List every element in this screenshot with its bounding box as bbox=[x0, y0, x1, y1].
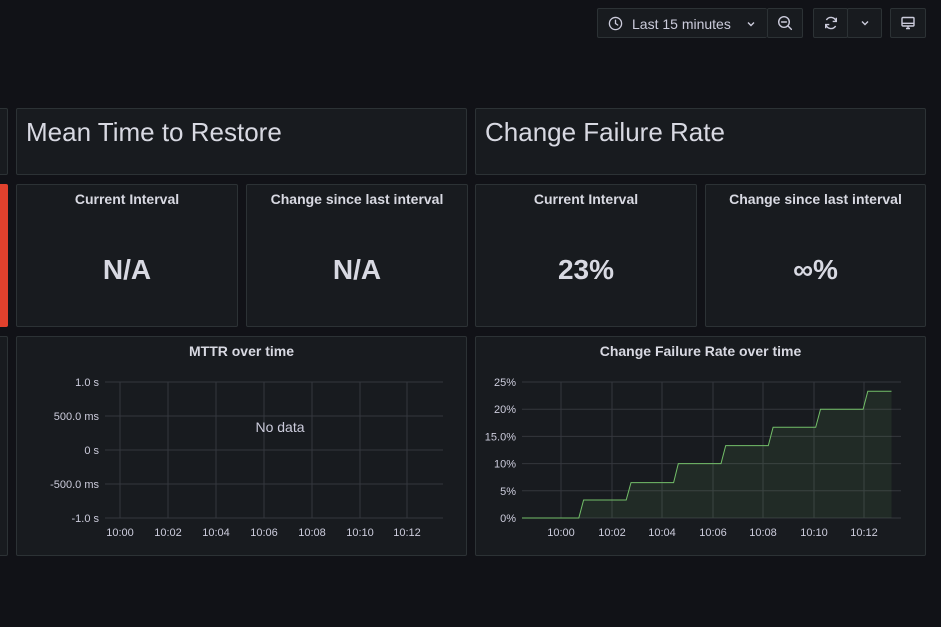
no-data-label: No data bbox=[255, 419, 304, 435]
series-area bbox=[522, 391, 892, 518]
mttr-current-stat-panel: Current Interval N/A bbox=[16, 184, 238, 327]
cfr-graph-panel: Change Failure Rate over time 25% 20% 15.0… bbox=[475, 336, 926, 556]
stat-value: 23% bbox=[557, 254, 615, 285]
zoom-out-button[interactable] bbox=[767, 8, 803, 38]
cfr-chart: 25% 20% 15.0% 10% 5% 0% 10:00 10:02 10:04 10:06 10… bbox=[485, 377, 901, 539]
x-tick-label: 10:06 bbox=[699, 527, 727, 539]
y-tick-label: 10% bbox=[494, 459, 516, 471]
stat-value: N/A bbox=[332, 254, 382, 285]
y-tick-label: 20% bbox=[494, 404, 516, 416]
refresh-interval-picker[interactable] bbox=[847, 8, 882, 38]
chevron-down-icon bbox=[745, 18, 757, 30]
x-tick-label: 10:02 bbox=[598, 527, 626, 539]
x-tick-label: 10:08 bbox=[749, 527, 777, 539]
stat-value: ∞% bbox=[793, 254, 838, 285]
mttr-row-panel: Mean Time to Restore bbox=[16, 108, 467, 175]
cfr-row-panel: Change Failure Rate bbox=[475, 108, 926, 175]
y-tick-label: 15.0% bbox=[485, 431, 516, 443]
graph-title: MTTR over time bbox=[188, 343, 294, 359]
x-tick-label: 10:00 bbox=[106, 527, 134, 539]
y-tick-label: 0% bbox=[500, 513, 516, 525]
stat-title: Current Interval bbox=[533, 191, 639, 207]
cfr-current-stat-panel: Current Interval 23% bbox=[475, 184, 697, 327]
left-graph-panel-partial bbox=[0, 336, 8, 556]
x-tick-label: 10:04 bbox=[648, 527, 676, 539]
y-tick-label: 25% bbox=[494, 377, 516, 389]
x-tick-label: 10:12 bbox=[850, 527, 878, 539]
x-tick-label: 10:00 bbox=[547, 527, 575, 539]
x-tick-label: 10:06 bbox=[250, 527, 278, 539]
chevron-down-icon bbox=[859, 17, 871, 29]
tv-mode-icon bbox=[900, 15, 916, 31]
time-range-label: Last 15 minutes bbox=[632, 16, 731, 32]
mttr-change-stat-panel: Change since last interval N/A bbox=[246, 184, 468, 327]
left-row-header-partial bbox=[0, 108, 8, 175]
stat-title: Current Interval bbox=[74, 191, 180, 207]
left-status-panel-partial bbox=[0, 184, 8, 327]
y-tick-label: -1.0 s bbox=[71, 513, 99, 525]
mttr-chart: 1.0 s 500.0 ms 0 s -500.0 ms -1.0 s 10:00 10:0… bbox=[50, 377, 443, 539]
zoom-out-icon bbox=[777, 15, 793, 31]
x-tick-label: 10:04 bbox=[202, 527, 230, 539]
x-tick-label: 10:10 bbox=[346, 527, 374, 539]
y-tick-label: 500.0 ms bbox=[54, 411, 100, 423]
stat-title: Change since last interval bbox=[270, 191, 444, 207]
graph-title: Change Failure Rate over time bbox=[599, 343, 802, 359]
series-line bbox=[522, 390, 892, 519]
mttr-graph-panel: MTTR over time 1.0 s 500.0 ms 0 s -500.0 ms… bbox=[16, 336, 467, 556]
cfr-row-title: Change Failure Rate bbox=[485, 117, 725, 147]
tv-mode-button[interactable] bbox=[890, 8, 926, 38]
y-tick-label: 1.0 s bbox=[75, 377, 99, 389]
x-tick-label: 10:08 bbox=[298, 527, 326, 539]
y-tick-label: 0 s bbox=[84, 445, 99, 457]
cfr-change-stat-panel: Change since last interval ∞% bbox=[705, 184, 926, 327]
clock-icon bbox=[608, 16, 623, 31]
y-tick-label: 5% bbox=[500, 486, 516, 498]
time-range-picker[interactable]: Last 15 minutes bbox=[597, 8, 767, 38]
x-tick-label: 10:12 bbox=[393, 527, 421, 539]
y-tick-label: -500.0 ms bbox=[50, 479, 99, 491]
refresh-button[interactable] bbox=[813, 8, 848, 38]
mttr-row-title: Mean Time to Restore bbox=[26, 117, 282, 147]
x-tick-label: 10:10 bbox=[800, 527, 828, 539]
refresh-icon bbox=[823, 15, 839, 31]
stat-title: Change since last interval bbox=[729, 191, 902, 207]
x-tick-label: 10:02 bbox=[154, 527, 182, 539]
stat-value: N/A bbox=[102, 254, 152, 285]
